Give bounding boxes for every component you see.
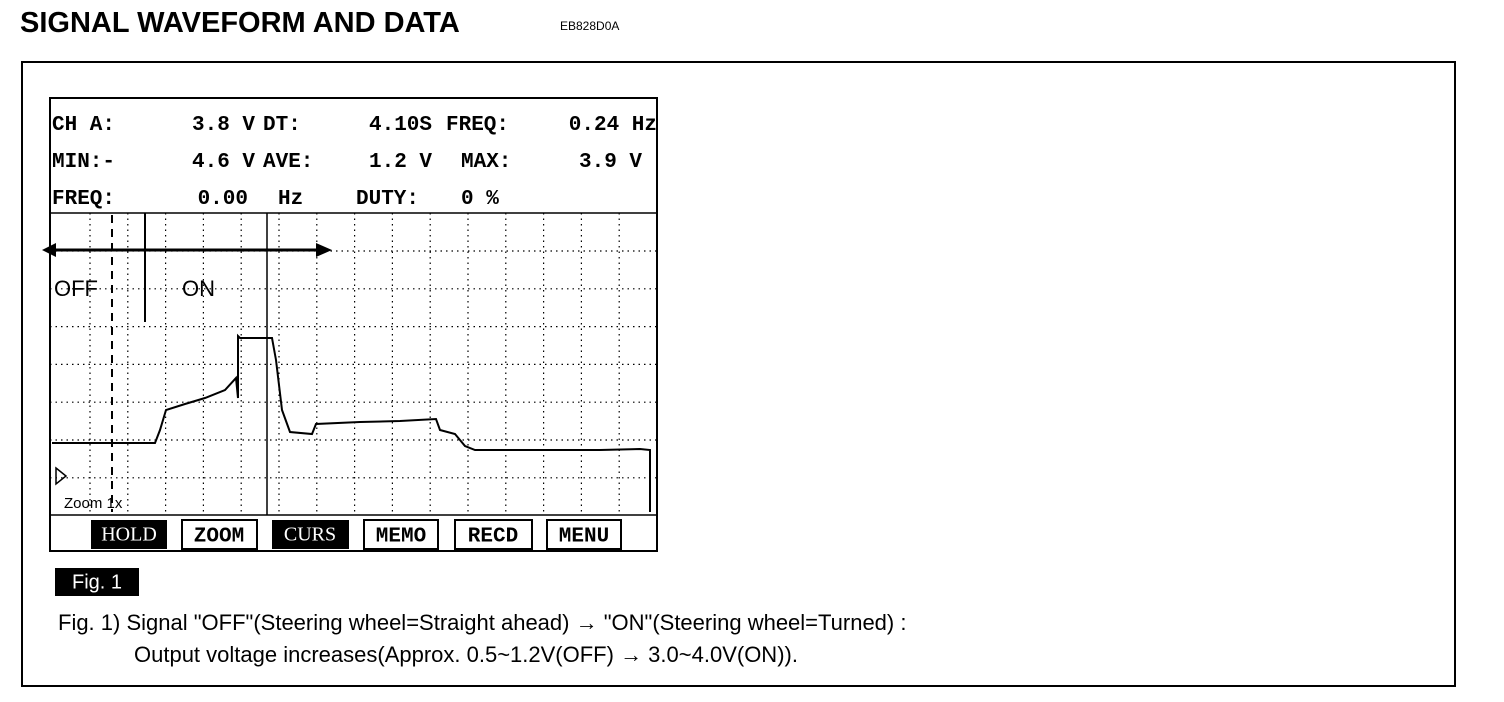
figure-tag: Fig. 1 [72, 571, 122, 593]
button[interactable] [546, 519, 622, 550]
readout-text: MIN:- [52, 151, 115, 174]
readout-text: FREQ: [52, 188, 115, 211]
button[interactable] [91, 520, 167, 549]
off-label: OFF [54, 276, 98, 301]
readout-text: CH A: [52, 114, 115, 137]
button-label[interactable]: CURS [284, 524, 336, 546]
zoom-label: Zoom 1x [64, 495, 123, 512]
readout-text: 1.2 V [369, 151, 432, 174]
button-label[interactable]: MEMO [376, 526, 426, 549]
button-label[interactable]: HOLD [101, 524, 157, 546]
button[interactable] [181, 519, 258, 550]
code: EB828D0A [560, 19, 619, 33]
caption: Output voltage increases(Approx. 0.5~1.2… [134, 642, 798, 667]
readout-text: Hz [278, 188, 303, 211]
readout-text: DUTY: [356, 188, 419, 211]
button-label[interactable]: ZOOM [194, 526, 244, 549]
readout-text: MAX: [461, 151, 511, 174]
arrow-head [316, 243, 332, 257]
readout-text: DT: [263, 114, 301, 137]
button-label[interactable]: RECD [468, 526, 518, 549]
readout-text: AVE: [263, 151, 313, 174]
readout: CH A: 3.8 V DT: 4.10S FREQ: 0.24 Hz MIN:… [52, 114, 657, 211]
readout-text: 0.00 [198, 188, 248, 211]
readout-text: 4.6 V [192, 151, 255, 174]
readout-text: 0 % [461, 188, 499, 211]
readout-text: 4.10S [369, 114, 432, 137]
frame [21, 61, 1456, 687]
buttons: HOLD ZOOM CURS MEMO RECD MENU [91, 519, 622, 550]
on-label: ON [182, 276, 215, 301]
arrow-head [42, 243, 56, 257]
grid [50, 213, 658, 515]
title: SIGNAL WAVEFORM AND DATA [20, 7, 460, 39]
readout-text: 0.24 Hz [569, 114, 657, 137]
button[interactable] [454, 519, 533, 550]
button[interactable] [363, 519, 439, 550]
trigger [55, 466, 68, 486]
button[interactable] [272, 520, 349, 549]
scope-screen [49, 97, 658, 552]
button-label[interactable]: MENU [559, 526, 609, 549]
figure-tag-box [55, 568, 139, 596]
readout-text: 3.9 V [579, 151, 642, 174]
caption: Fig. 1) Signal "OFF"(Steering wheel=Stra… [58, 610, 906, 635]
readout-text: FREQ: [446, 114, 509, 137]
readout-text: 3.8 V [192, 114, 255, 137]
waveform [52, 333, 651, 512]
